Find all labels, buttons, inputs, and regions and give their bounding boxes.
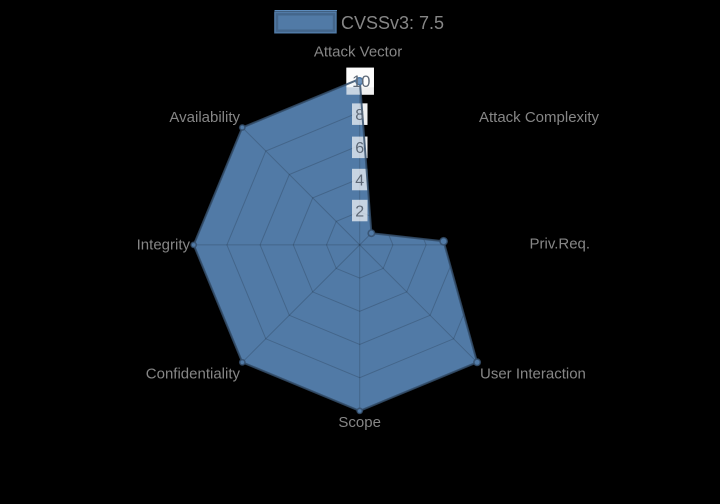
svg-text:2: 2 <box>355 203 364 220</box>
svg-text:Integrity: Integrity <box>137 237 191 254</box>
svg-text:User Interaction: User Interaction <box>480 366 586 383</box>
svg-text:Priv.Req.: Priv.Req. <box>530 235 591 252</box>
svg-text:Scope: Scope <box>338 414 381 431</box>
svg-text:6: 6 <box>355 140 364 157</box>
svg-text:4: 4 <box>355 172 364 189</box>
svg-text:Attack Vector: Attack Vector <box>314 44 402 61</box>
svg-text:CVSSv3: 7.5: CVSSv3: 7.5 <box>341 13 444 33</box>
svg-text:Availability: Availability <box>169 109 240 126</box>
svg-text:10: 10 <box>352 73 370 91</box>
svg-text:8: 8 <box>355 107 364 124</box>
svg-text:Confidentiality: Confidentiality <box>146 366 241 383</box>
svg-text:Attack Complexity: Attack Complexity <box>479 109 600 126</box>
